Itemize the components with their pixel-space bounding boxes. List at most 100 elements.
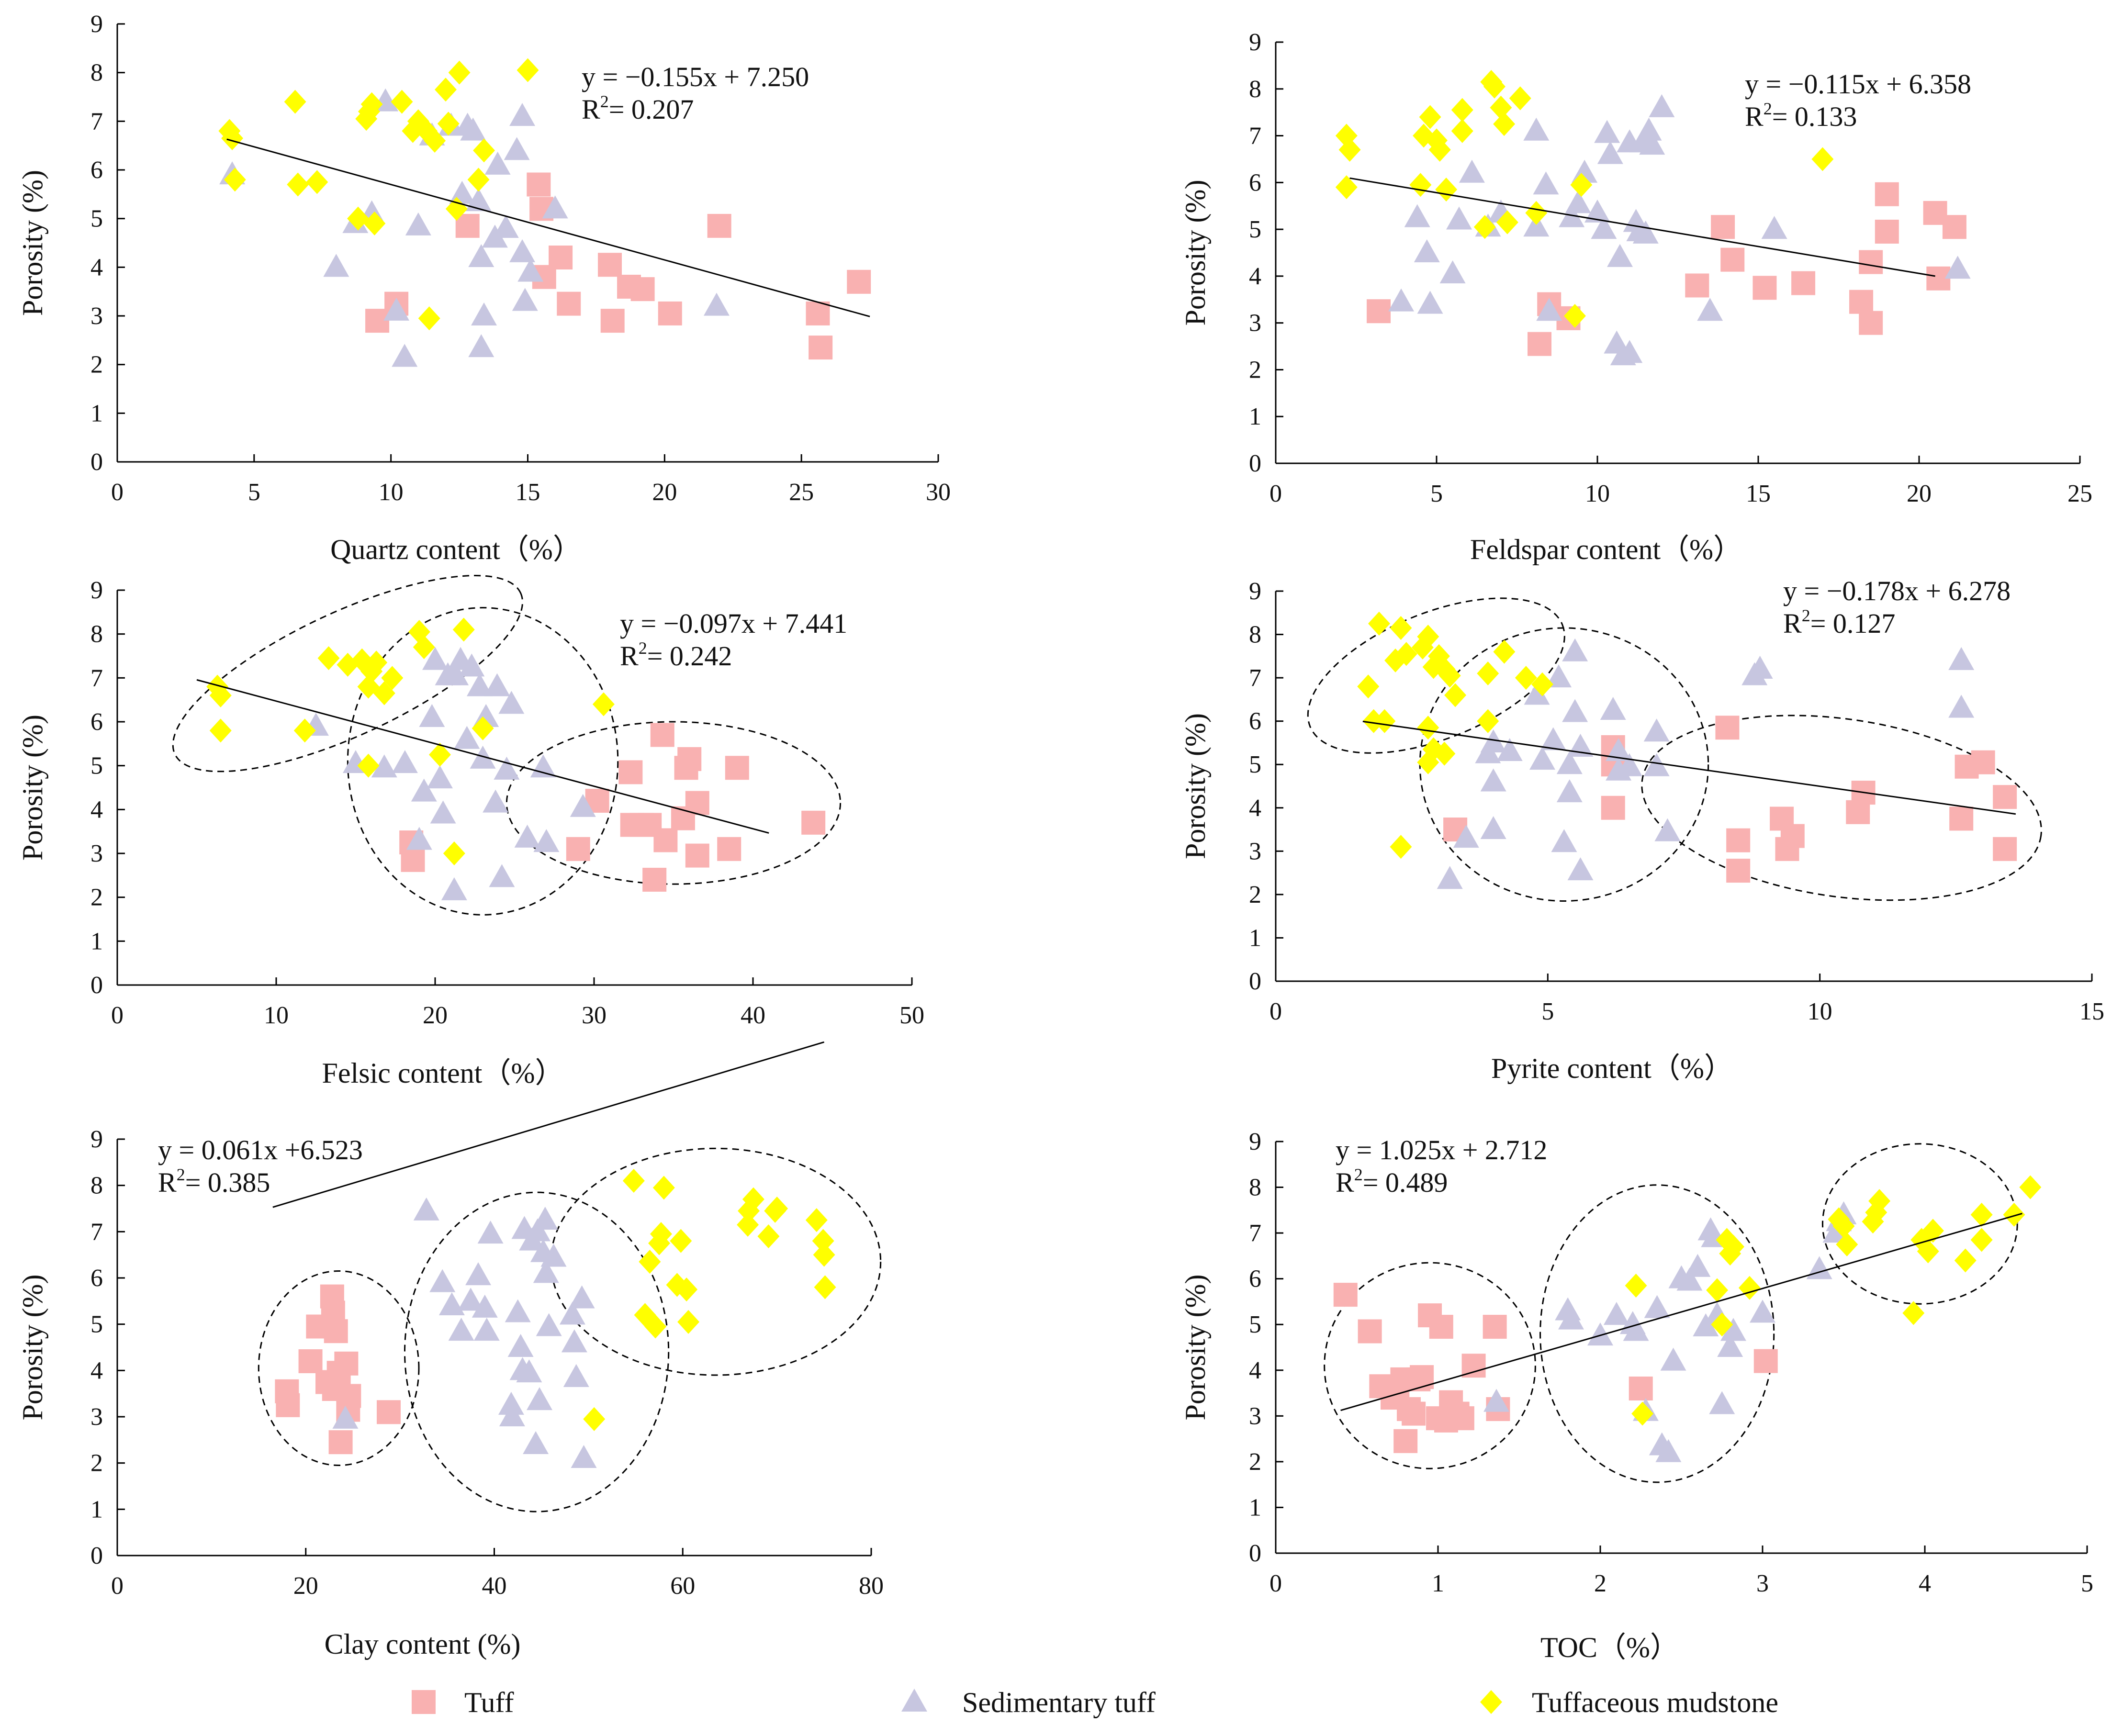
data-point bbox=[1944, 256, 1971, 279]
data-point bbox=[477, 1221, 504, 1244]
data-point bbox=[1551, 829, 1577, 852]
y-tick-label: 0 bbox=[90, 448, 103, 476]
x-tick-label: 1 bbox=[1432, 1570, 1444, 1597]
data-point bbox=[1509, 86, 1531, 111]
x-tick-label: 60 bbox=[670, 1572, 695, 1600]
x-tick-label: 10 bbox=[264, 1002, 289, 1029]
data-point bbox=[2003, 1202, 2025, 1227]
series-tuff bbox=[1443, 716, 2017, 883]
data-point bbox=[1706, 1278, 1729, 1302]
data-point bbox=[2019, 1175, 2042, 1199]
data-point bbox=[1558, 1306, 1584, 1330]
series-tuff bbox=[1333, 1283, 1778, 1453]
y-tick-label: 4 bbox=[1249, 263, 1261, 290]
data-point bbox=[1726, 859, 1751, 883]
legend-label: Tuffaceous mudstone bbox=[1532, 1687, 1778, 1718]
data-point bbox=[373, 681, 395, 706]
data-point bbox=[1750, 1299, 1775, 1323]
data-point bbox=[1483, 1315, 1507, 1339]
data-point bbox=[284, 90, 306, 114]
series-tuff bbox=[1367, 182, 1966, 356]
data-point bbox=[1414, 239, 1440, 262]
data-point bbox=[363, 211, 386, 235]
data-point bbox=[209, 683, 232, 707]
data-point bbox=[458, 1288, 484, 1311]
data-point bbox=[1438, 663, 1461, 688]
data-point bbox=[1875, 182, 1899, 206]
y-tick-label: 5 bbox=[90, 752, 103, 780]
data-point bbox=[650, 1222, 672, 1246]
x-tick-label: 10 bbox=[1585, 480, 1610, 507]
x-tick-label: 4 bbox=[1919, 1570, 1931, 1597]
r-squared: R2= 0.207 bbox=[582, 92, 694, 125]
x-tick-label: 30 bbox=[582, 1002, 607, 1029]
data-point bbox=[1556, 779, 1583, 803]
r-squared-superscript: 2 bbox=[177, 1165, 185, 1184]
data-point bbox=[514, 824, 540, 848]
x-axis-label: Felsic content（%） bbox=[322, 1057, 564, 1089]
data-point bbox=[1643, 753, 1670, 776]
y-tick-label: 7 bbox=[90, 108, 103, 135]
y-tick-label: 8 bbox=[1249, 621, 1261, 649]
series-tuffaceous-mudstone bbox=[1357, 611, 1553, 859]
x-axis-label: Quartz content（%） bbox=[330, 534, 582, 565]
data-point bbox=[306, 170, 328, 194]
group-ellipse bbox=[1307, 597, 1565, 754]
data-point bbox=[1483, 74, 1505, 99]
r-squared-value: = 0.207 bbox=[609, 94, 694, 125]
data-point bbox=[1417, 716, 1439, 740]
data-point bbox=[1367, 299, 1391, 324]
y-tick-label: 8 bbox=[90, 621, 103, 648]
data-point bbox=[1480, 729, 1506, 752]
data-point bbox=[1429, 1315, 1453, 1339]
y-tick-label: 2 bbox=[90, 884, 103, 911]
data-point bbox=[1993, 837, 2017, 861]
x-tick-label: 2 bbox=[1594, 1570, 1606, 1597]
data-point bbox=[221, 126, 244, 150]
x-tick-label: 20 bbox=[293, 1572, 318, 1600]
data-point bbox=[1338, 137, 1361, 162]
x-tick-label: 5 bbox=[2081, 1570, 2093, 1597]
data-point bbox=[1791, 271, 1816, 295]
data-point bbox=[473, 1318, 500, 1341]
data-point bbox=[1562, 699, 1588, 722]
y-tick-label: 3 bbox=[90, 840, 103, 867]
y-tick-label: 1 bbox=[90, 1496, 103, 1523]
r-squared-symbol: R bbox=[620, 640, 639, 672]
data-point bbox=[1709, 1391, 1735, 1414]
data-point bbox=[1720, 1318, 1746, 1341]
data-point bbox=[1594, 120, 1620, 143]
data-point bbox=[766, 1197, 788, 1221]
data-point bbox=[347, 206, 370, 231]
data-point bbox=[377, 1400, 401, 1424]
data-point bbox=[1625, 1274, 1647, 1298]
series-sedimentary-tuff bbox=[1437, 638, 1975, 889]
regression-equation: y = −0.097x + 7.441 bbox=[620, 608, 847, 639]
data-point bbox=[473, 138, 495, 163]
x-tick-label: 0 bbox=[1269, 998, 1282, 1025]
data-point bbox=[360, 92, 383, 116]
data-point bbox=[1631, 1401, 1654, 1426]
series-tuff bbox=[365, 172, 871, 360]
r-squared-superscript: 2 bbox=[600, 92, 609, 111]
data-point bbox=[328, 1430, 353, 1455]
data-point bbox=[1528, 332, 1552, 356]
data-point bbox=[1775, 837, 1799, 861]
data-point bbox=[703, 292, 730, 316]
data-point bbox=[600, 309, 625, 333]
data-point bbox=[427, 765, 453, 789]
data-point bbox=[1970, 1228, 1993, 1252]
y-tick-label: 5 bbox=[1249, 216, 1261, 243]
data-point bbox=[1836, 1232, 1858, 1256]
data-point bbox=[1428, 137, 1451, 162]
y-tick-label: 9 bbox=[1249, 29, 1261, 56]
data-point bbox=[406, 827, 432, 850]
data-point bbox=[459, 653, 485, 677]
regression-equation: y = 1.025x + 2.712 bbox=[1336, 1134, 1547, 1165]
group-ellipse bbox=[347, 607, 619, 916]
data-point bbox=[471, 302, 497, 325]
data-point bbox=[1617, 340, 1643, 363]
data-point bbox=[498, 1391, 524, 1415]
data-point bbox=[494, 756, 520, 780]
chart-panel-6: 0 1 2 3 4 5 6 7 8 9 0 1 2 3 4 5 TOC（%） Porosity (%) y = 1.… bbox=[1180, 1128, 2093, 1663]
